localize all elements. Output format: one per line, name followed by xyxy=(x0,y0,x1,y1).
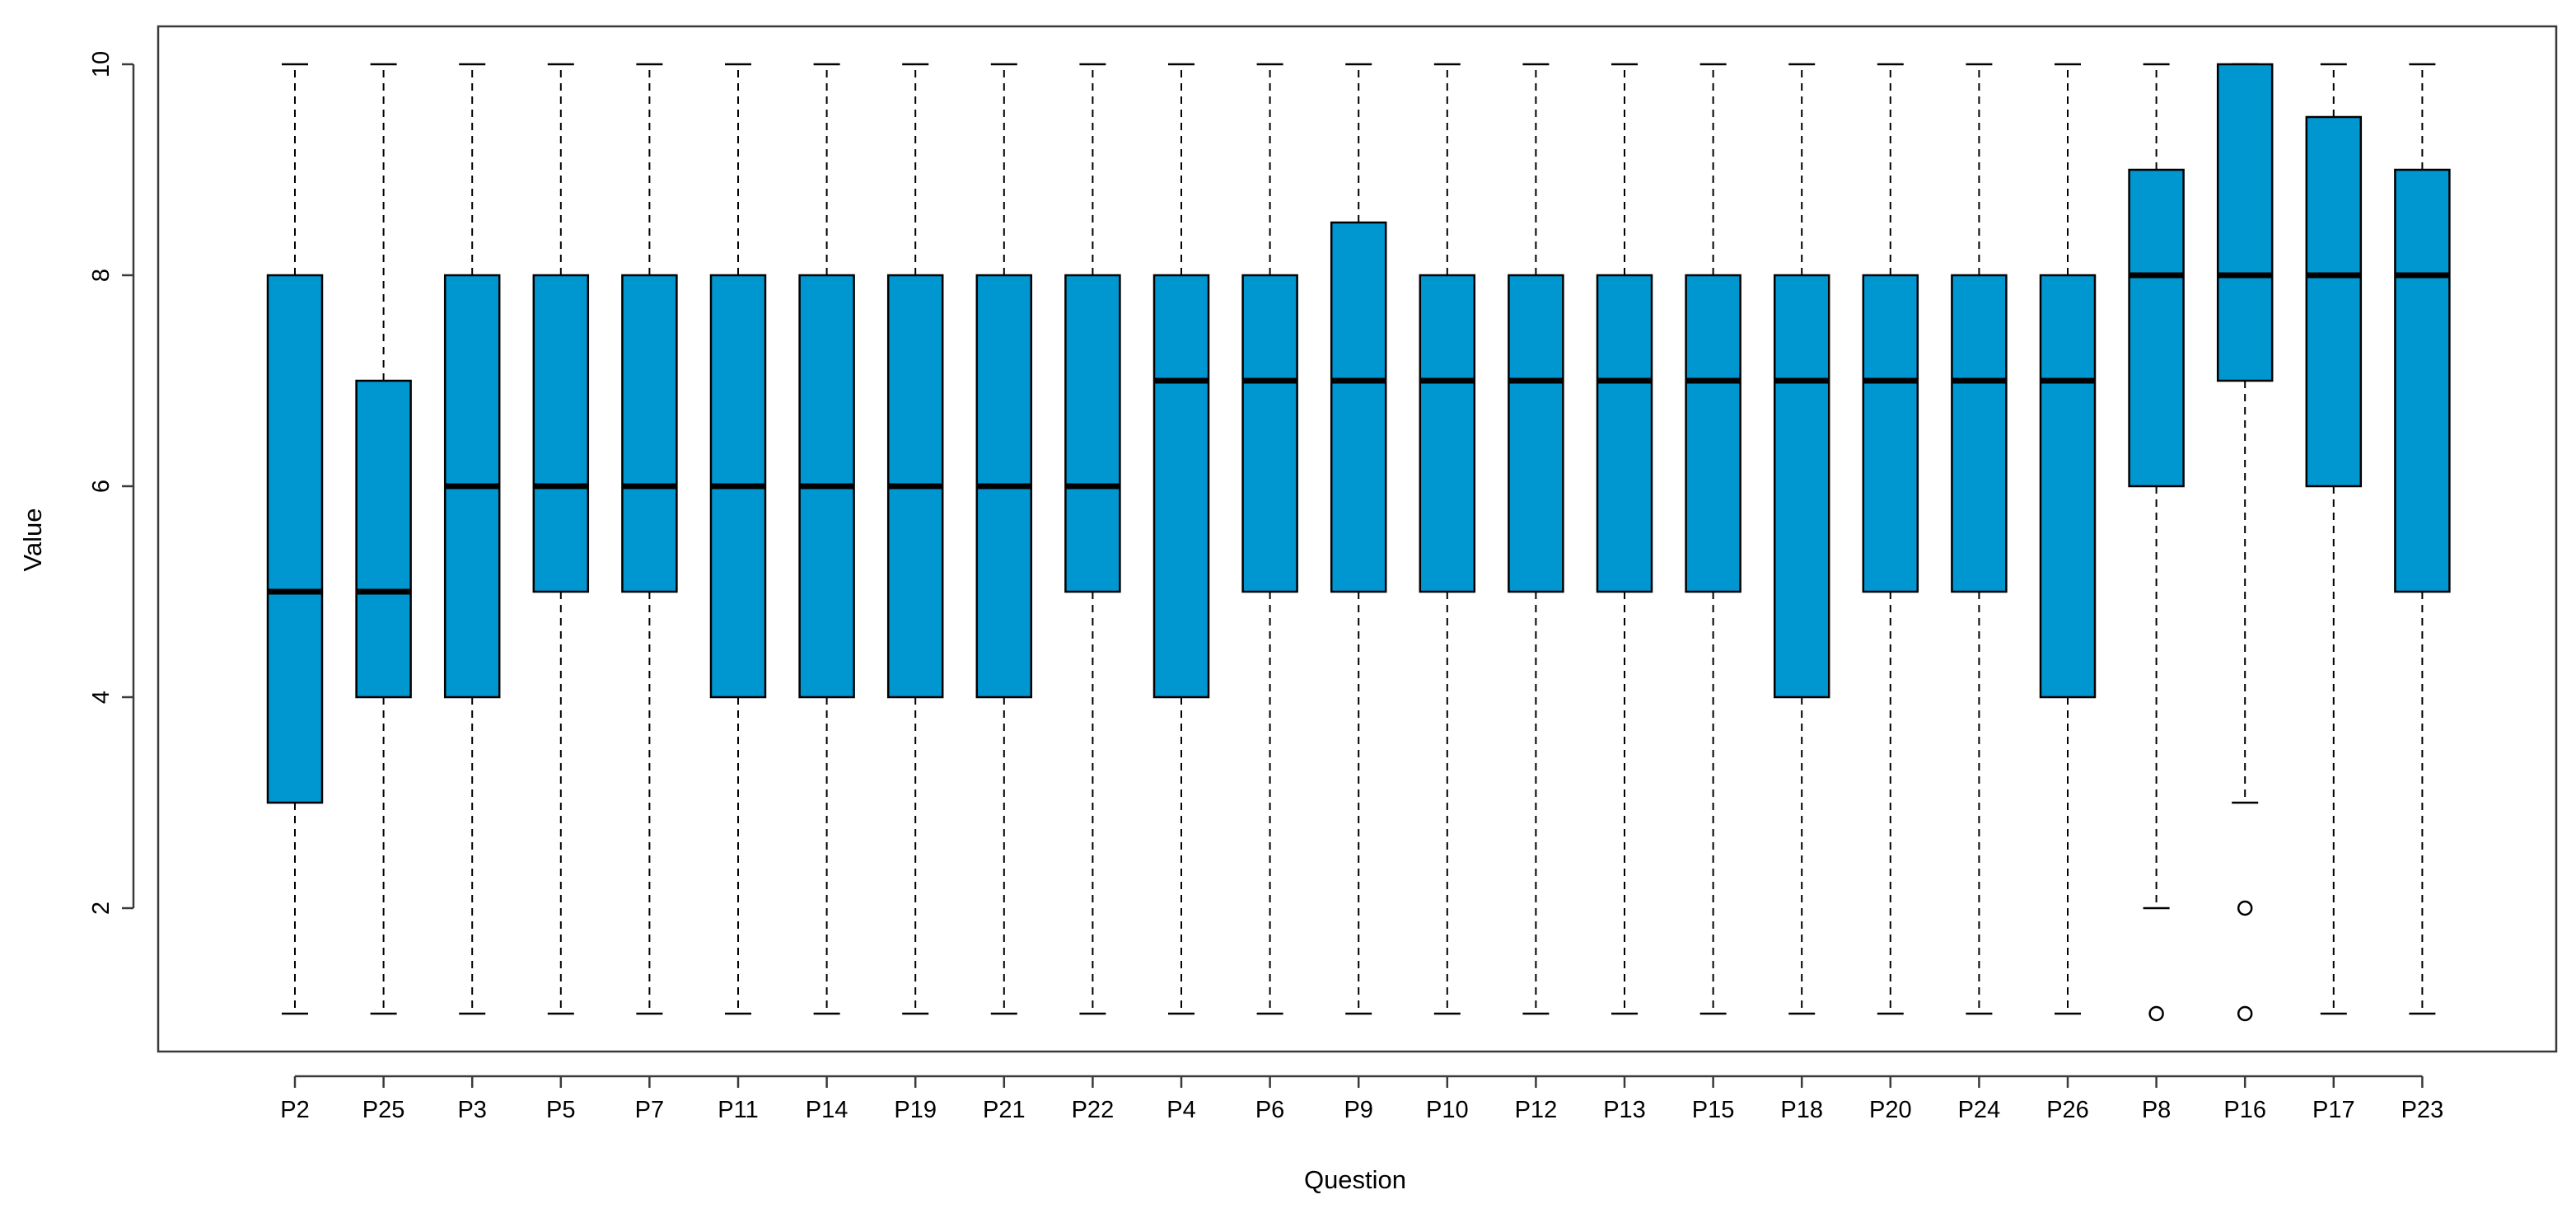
x-tick-label: P16 xyxy=(2223,1097,2266,1123)
iqr-box xyxy=(532,274,590,593)
x-axis: P2 P25 P3 P5 P7 P11 P14 P19 P21 P22 P4 P6 P9 P10 P12 P1… xyxy=(280,1075,2444,1123)
outlier-point xyxy=(2237,900,2253,916)
iqr-box xyxy=(1330,221,1387,593)
box-P5 xyxy=(532,63,590,1015)
box-P16 xyxy=(2216,63,2274,1022)
y-axis-label: Value xyxy=(18,508,47,572)
box-P17 xyxy=(2305,63,2363,1015)
box-P8 xyxy=(2128,63,2185,1022)
iqr-box xyxy=(1419,274,1476,593)
box-P18 xyxy=(1773,63,1830,1015)
iqr-box xyxy=(355,379,412,699)
outlier-point xyxy=(2148,1005,2164,1022)
x-tick-label: P7 xyxy=(635,1097,664,1123)
box-P20 xyxy=(1862,63,1919,1015)
iqr-box xyxy=(2216,63,2274,382)
iqr-box xyxy=(1596,274,1653,593)
x-tick-label: P15 xyxy=(1692,1097,1735,1123)
outlier-point xyxy=(2237,1005,2253,1022)
iqr-box xyxy=(1951,274,2008,593)
box-P13 xyxy=(1596,63,1653,1015)
iqr-box xyxy=(1862,274,1919,593)
box-P12 xyxy=(1508,63,1564,1015)
box-P11 xyxy=(709,63,767,1015)
iqr-box xyxy=(2394,168,2451,593)
box-P3 xyxy=(443,63,501,1015)
iqr-box xyxy=(1152,274,1210,699)
box-P26 xyxy=(2039,63,2097,1015)
x-tick-label: P24 xyxy=(1958,1097,2001,1123)
box-P15 xyxy=(1685,63,1741,1015)
box-P7 xyxy=(621,63,678,1015)
iqr-box xyxy=(621,274,678,593)
box-series xyxy=(266,63,2451,1022)
box-P6 xyxy=(1241,63,1298,1015)
x-tick-label: P18 xyxy=(1780,1097,1823,1123)
x-tick-label: P10 xyxy=(1426,1097,1469,1123)
x-tick-label: P21 xyxy=(983,1097,1026,1123)
iqr-box xyxy=(1064,274,1121,593)
x-tick-label: P9 xyxy=(1344,1097,1372,1123)
box-P9 xyxy=(1330,63,1387,1015)
iqr-box xyxy=(1685,274,1741,593)
iqr-box xyxy=(266,274,324,804)
iqr-box xyxy=(1508,274,1564,593)
y-axis: 2 4 6 8 10 xyxy=(88,51,135,915)
x-tick-label: P14 xyxy=(806,1097,849,1123)
box-P4 xyxy=(1152,63,1210,1015)
x-tick-label: P11 xyxy=(718,1097,758,1123)
box-P10 xyxy=(1419,63,1476,1015)
box-P23 xyxy=(2394,63,2451,1015)
x-tick-label: P19 xyxy=(894,1097,937,1123)
y-tick-label: 10 xyxy=(88,51,115,77)
box-P22 xyxy=(1064,63,1121,1015)
x-tick-label: P6 xyxy=(1255,1097,1284,1123)
y-tick-label: 2 xyxy=(88,902,115,915)
plot-frame xyxy=(157,25,2558,1053)
iqr-box xyxy=(2039,274,2097,699)
box-P25 xyxy=(355,63,412,1015)
x-tick-label: P17 xyxy=(2312,1097,2355,1123)
box-P14 xyxy=(798,63,855,1015)
iqr-box xyxy=(1773,274,1830,699)
x-tick-label: P2 xyxy=(280,1097,309,1123)
iqr-box xyxy=(2305,115,2363,488)
x-tick-label: P8 xyxy=(2142,1097,2171,1123)
x-tick-label: P4 xyxy=(1166,1097,1195,1123)
box-P19 xyxy=(886,63,944,1015)
x-tick-label: P3 xyxy=(457,1097,486,1123)
y-tick-label: 6 xyxy=(88,480,115,493)
y-tick-label: 4 xyxy=(88,691,115,704)
x-tick-label: P12 xyxy=(1515,1097,1558,1123)
x-tick-label: P22 xyxy=(1072,1097,1115,1123)
x-tick-label: P20 xyxy=(1869,1097,1912,1123)
y-tick-label: 8 xyxy=(88,269,115,282)
x-tick-label: P23 xyxy=(2401,1097,2444,1123)
x-tick-label: P13 xyxy=(1603,1097,1646,1123)
x-tick-label: P5 xyxy=(546,1097,575,1123)
x-tick-label: P26 xyxy=(2046,1097,2089,1123)
box-P21 xyxy=(975,63,1033,1015)
iqr-box xyxy=(1241,274,1298,593)
iqr-box xyxy=(2128,168,2185,488)
x-axis-label: Question xyxy=(1304,1165,1406,1194)
x-tick-label: P25 xyxy=(362,1097,405,1123)
box-P2 xyxy=(266,63,324,1015)
box-P24 xyxy=(1951,63,2008,1015)
